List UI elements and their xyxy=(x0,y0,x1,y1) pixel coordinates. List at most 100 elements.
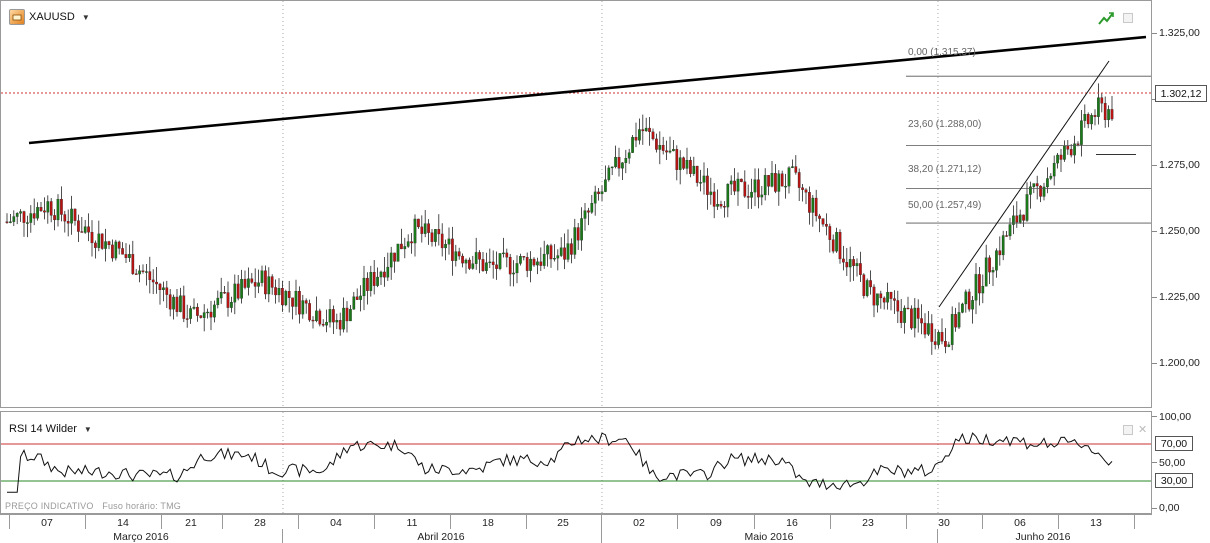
down-candle xyxy=(430,232,434,242)
down-candle xyxy=(175,296,179,312)
down-candle xyxy=(641,129,645,132)
up-candle xyxy=(9,221,12,223)
up-candle xyxy=(763,175,767,196)
up-candle xyxy=(1012,215,1015,225)
up-candle xyxy=(760,194,764,198)
down-candle xyxy=(862,274,866,296)
up-candle xyxy=(638,129,641,141)
up-candle xyxy=(162,287,165,291)
down-candle xyxy=(461,255,464,264)
down-candle xyxy=(539,261,543,266)
down-candle xyxy=(400,243,403,250)
day-label: 18 xyxy=(482,517,494,529)
maximize-icon[interactable] xyxy=(1123,425,1133,435)
rsi-panel[interactable]: RSI 14 Wilder ▼ ✕ PREÇO INDICATIVO Fuso … xyxy=(0,411,1152,514)
time-axis[interactable]: 07 14 21 28 04 11 18 25 02 09 16 23 30 0… xyxy=(0,514,1152,543)
down-candle xyxy=(366,277,369,291)
up-candle xyxy=(192,306,196,309)
day-label: 16 xyxy=(786,517,798,529)
rsi-axis[interactable]: 100,00 50,00 0,00 70,00 30,00 xyxy=(1152,411,1210,514)
up-candle xyxy=(614,157,617,168)
down-candle xyxy=(869,280,872,288)
down-candle xyxy=(49,201,53,216)
up-candle xyxy=(580,218,583,241)
support-trendline[interactable] xyxy=(938,60,1110,308)
down-candle xyxy=(988,257,991,273)
up-candle xyxy=(1063,145,1066,160)
day-tick xyxy=(161,515,162,529)
down-candle xyxy=(270,276,274,288)
up-candle xyxy=(981,286,985,294)
resistance-trendline[interactable] xyxy=(28,35,1147,145)
up-candle xyxy=(359,295,362,300)
rsi-line xyxy=(7,432,1113,493)
up-candle xyxy=(406,241,410,247)
down-candle xyxy=(549,245,553,260)
down-candle xyxy=(525,257,529,271)
rsi-canvas[interactable] xyxy=(1,412,1151,513)
up-candle xyxy=(607,167,611,180)
up-candle xyxy=(1032,183,1036,187)
down-candle xyxy=(634,137,638,141)
down-candle xyxy=(226,292,230,308)
down-candle xyxy=(457,251,461,257)
up-candle xyxy=(362,277,366,297)
down-candle xyxy=(318,310,322,325)
up-candle xyxy=(515,263,519,274)
up-candle xyxy=(692,165,696,174)
up-candle xyxy=(56,198,60,221)
up-candle xyxy=(668,150,672,153)
up-candle xyxy=(369,272,373,291)
day-label: 30 xyxy=(938,517,950,529)
up-candle xyxy=(335,320,339,323)
price-chart-panel[interactable]: XAUUSD ▼ 0,00 (1.315,37) 23,60 (1.288,00… xyxy=(0,0,1152,408)
up-candle xyxy=(240,278,243,299)
down-candle xyxy=(651,131,655,140)
down-candle xyxy=(478,252,481,260)
down-candle xyxy=(32,213,36,219)
down-candle xyxy=(332,309,335,323)
up-candle xyxy=(26,222,29,224)
down-candle xyxy=(893,298,896,301)
day-tick xyxy=(601,515,602,529)
down-candle xyxy=(131,254,135,274)
month-separator xyxy=(601,529,602,543)
symbol-selector[interactable]: XAUUSD ▼ xyxy=(9,9,90,25)
chevron-down-icon[interactable]: ▼ xyxy=(83,424,92,434)
close-icon[interactable]: ✕ xyxy=(1138,424,1148,436)
up-candle xyxy=(770,173,774,187)
down-candle xyxy=(1005,235,1008,237)
up-candle xyxy=(349,309,352,322)
price-chart-canvas[interactable] xyxy=(1,1,1151,407)
down-candle xyxy=(920,318,923,324)
up-candle xyxy=(631,137,634,153)
up-candle xyxy=(1008,224,1012,237)
up-candle xyxy=(947,344,951,347)
up-candle xyxy=(423,223,427,234)
up-candle xyxy=(995,250,998,271)
up-candle xyxy=(202,312,206,318)
down-candle xyxy=(440,233,444,249)
fib-label-38-2: 38,20 (1.271,12) xyxy=(908,164,982,175)
tick-mark xyxy=(1152,33,1157,34)
up-candle xyxy=(128,254,131,258)
price-axis[interactable]: 1.325,00 1.275,00 1.250,00 1.225,00 1.20… xyxy=(1152,0,1210,408)
chevron-down-icon[interactable]: ▼ xyxy=(81,12,90,22)
up-candle xyxy=(488,261,492,264)
up-candle xyxy=(454,251,458,261)
day-tick xyxy=(374,515,375,529)
rsi-selector[interactable]: RSI 14 Wilder ▼ xyxy=(9,423,92,435)
up-candle xyxy=(573,227,577,255)
up-candle xyxy=(974,274,978,301)
down-candle xyxy=(158,283,162,291)
trend-up-icon[interactable] xyxy=(1098,11,1114,25)
month-label-march: Março 2016 xyxy=(113,531,169,543)
up-candle xyxy=(991,270,995,273)
month-label-june: Junho 2016 xyxy=(1015,531,1071,543)
day-label: 02 xyxy=(633,517,645,529)
down-candle xyxy=(155,281,158,285)
down-candle xyxy=(879,293,883,299)
down-candle xyxy=(831,239,835,252)
maximize-icon[interactable] xyxy=(1123,13,1133,23)
